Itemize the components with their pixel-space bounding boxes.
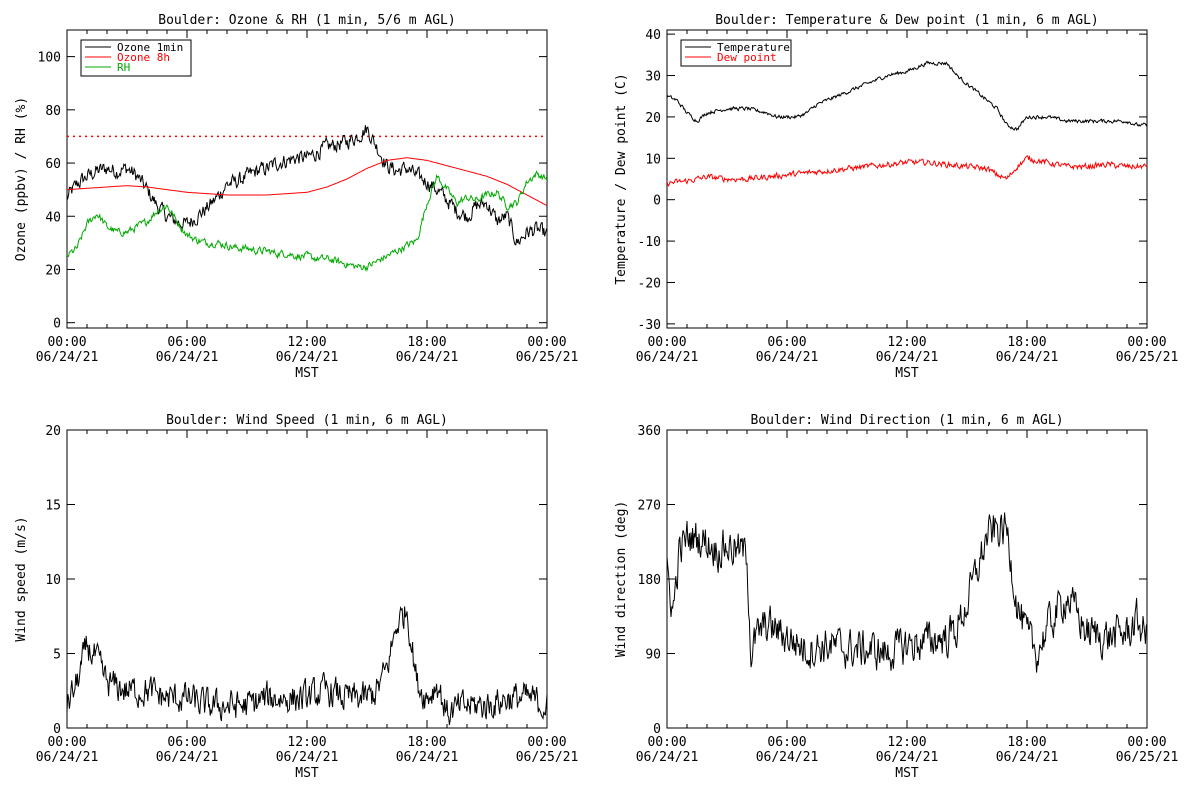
x-tick-label: 18:00	[1007, 735, 1046, 750]
chart-title: Boulder: Temperature & Dew point (1 min,…	[715, 13, 1099, 28]
x-tick-date-label: 06/24/21	[276, 350, 339, 365]
y-tick-label: -30	[638, 318, 661, 333]
x-tick-date-label: 06/25/21	[516, 350, 579, 365]
x-tick-date-label: 06/24/21	[636, 350, 699, 365]
x-axis-label: MST	[895, 766, 919, 781]
x-tick-label: 12:00	[887, 335, 926, 350]
y-tick-label: 360	[638, 424, 661, 439]
x-tick-date-label: 06/24/21	[396, 750, 459, 765]
y-axis-label: Wind direction (deg)	[614, 501, 629, 658]
y-tick-label: 60	[45, 157, 61, 172]
y-tick-label: 80	[45, 104, 61, 119]
legend-label: Dew point	[717, 51, 777, 64]
x-tick-date-label: 06/24/21	[756, 750, 819, 765]
y-tick-label: 0	[653, 194, 661, 209]
series-line-data	[67, 605, 547, 726]
chart-title: Boulder: Wind Direction (1 min, 6 m AGL)	[750, 413, 1063, 428]
x-tick-label: 00:00	[647, 735, 686, 750]
x-tick-date-label: 06/25/21	[516, 750, 579, 765]
legend-label: Ozone 8h	[117, 51, 170, 64]
x-axis-label: MST	[295, 766, 319, 781]
x-tick-label: 00:00	[1127, 335, 1166, 350]
wind-direction-panel: Boulder: Wind Direction (1 min, 6 m AGL)…	[614, 413, 1178, 781]
x-tick-date-label: 06/24/21	[36, 350, 99, 365]
x-tick-label: 06:00	[767, 335, 806, 350]
y-tick-label: 15	[45, 499, 61, 514]
x-tick-date-label: 06/24/21	[756, 350, 819, 365]
y-tick-label: 10	[45, 573, 61, 588]
legend-label: Temperature	[717, 41, 790, 54]
series-line-ozone-8h	[67, 157, 547, 207]
x-tick-label: 18:00	[407, 735, 446, 750]
y-tick-label: -20	[638, 276, 661, 291]
legend-box	[680, 39, 792, 67]
series-line-temperature	[667, 60, 1147, 131]
series-line-data	[667, 512, 1147, 673]
y-tick-label: 90	[645, 648, 661, 663]
legend-label: RH	[117, 61, 130, 74]
y-axis-label: Wind speed (m/s)	[14, 516, 29, 641]
y-tick-label: 0	[53, 317, 61, 332]
x-tick-date-label: 06/25/21	[1116, 750, 1179, 765]
plot-frame	[66, 429, 548, 729]
x-tick-label: 00:00	[47, 335, 86, 350]
y-tick-label: 20	[45, 424, 61, 439]
temperature-dewpoint-panel: Boulder: Temperature & Dew point (1 min,…	[614, 13, 1178, 381]
y-tick-label: 10	[645, 152, 661, 167]
x-tick-date-label: 06/24/21	[396, 350, 459, 365]
series-line-ozone-1min	[67, 125, 547, 246]
y-tick-label: 40	[645, 28, 661, 43]
x-tick-label: 00:00	[47, 735, 86, 750]
chart-title: Boulder: Ozone & RH (1 min, 5/6 m AGL)	[158, 13, 455, 28]
y-tick-label: 0	[53, 722, 61, 737]
y-tick-label: 20	[45, 263, 61, 278]
x-tick-date-label: 06/24/21	[276, 750, 339, 765]
x-tick-date-label: 06/24/21	[636, 750, 699, 765]
x-tick-date-label: 06/24/21	[36, 750, 99, 765]
legend-label: Ozone 1min	[117, 41, 183, 54]
x-tick-label: 00:00	[527, 735, 566, 750]
x-tick-label: 18:00	[407, 335, 446, 350]
series-line-rh	[67, 170, 547, 272]
y-tick-label: 0	[653, 722, 661, 737]
x-tick-date-label: 06/24/21	[156, 350, 219, 365]
x-tick-date-label: 06/24/21	[876, 350, 939, 365]
plot-frame	[666, 429, 1148, 729]
y-tick-label: 5	[53, 648, 61, 663]
ozone-rh-panel: Boulder: Ozone & RH (1 min, 5/6 m AGL) 0 2…	[14, 13, 578, 381]
y-tick-label: 20	[645, 111, 661, 126]
x-tick-date-label: 06/25/21	[1116, 350, 1179, 365]
series-line-dew-point	[667, 154, 1147, 187]
y-axis-label: Temperature / Dew point (C)	[614, 73, 629, 284]
x-tick-label: 06:00	[767, 735, 806, 750]
y-tick-label: 40	[45, 210, 61, 225]
x-tick-label: 12:00	[287, 335, 326, 350]
x-tick-label: 18:00	[1007, 335, 1046, 350]
x-tick-label: 00:00	[647, 335, 686, 350]
x-tick-label: 06:00	[167, 735, 206, 750]
y-tick-label: -10	[638, 235, 661, 250]
wind-speed-panel: Boulder: Wind Speed (1 min, 6 m AGL) 0 5 10…	[14, 413, 578, 781]
x-tick-label: 00:00	[527, 335, 566, 350]
y-axis-label: Ozone (ppbv) / RH (%)	[14, 97, 29, 261]
y-tick-label: 100	[38, 51, 61, 66]
x-tick-label: 12:00	[887, 735, 926, 750]
x-tick-date-label: 06/24/21	[156, 750, 219, 765]
legend-box	[80, 39, 192, 77]
y-tick-label: 30	[645, 70, 661, 85]
chart-title: Boulder: Wind Speed (1 min, 6 m AGL)	[166, 413, 448, 428]
y-tick-label: 270	[638, 499, 661, 514]
x-tick-date-label: 06/24/21	[996, 350, 1059, 365]
x-tick-label: 00:00	[1127, 735, 1166, 750]
x-axis-label: MST	[295, 366, 319, 381]
x-tick-date-label: 06/24/21	[876, 750, 939, 765]
x-axis-label: MST	[895, 366, 919, 381]
x-tick-label: 12:00	[287, 735, 326, 750]
x-tick-label: 06:00	[167, 335, 206, 350]
x-tick-date-label: 06/24/21	[996, 750, 1059, 765]
y-tick-label: 180	[638, 573, 661, 588]
